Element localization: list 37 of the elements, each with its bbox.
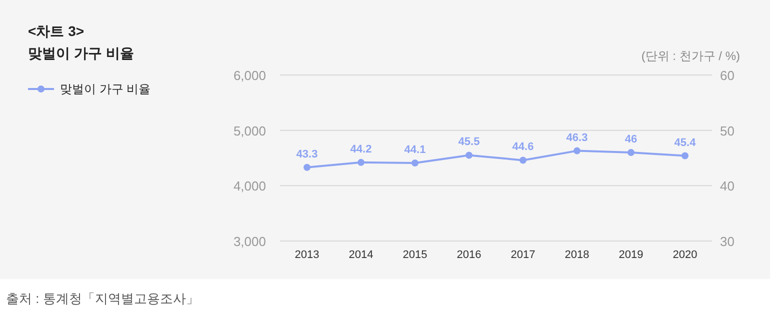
y2-tick-label: 50 xyxy=(720,123,734,138)
point xyxy=(466,152,472,159)
x-tick-label: 2018 xyxy=(564,249,590,261)
source-note: 출처 : 통계청「지역별고용조사」 xyxy=(6,291,199,306)
y2-tick-label: 60 xyxy=(720,68,734,83)
data-label: 45.5 xyxy=(458,136,480,148)
y2-tick-label: 30 xyxy=(720,234,734,249)
y-tick-label: 4,000 xyxy=(233,178,266,194)
text: <차트 3> xyxy=(28,23,84,39)
point xyxy=(304,164,310,171)
x-tick-label: 2014 xyxy=(348,249,374,261)
x-tick-label: 2017 xyxy=(510,249,536,261)
x-tick-label: 2013 xyxy=(294,249,320,261)
x-tick-label: 2016 xyxy=(456,249,482,261)
text: (단위 : 천가구 / %) xyxy=(641,49,740,63)
text: 맞벌이 가구 비율 xyxy=(28,45,134,61)
legend-label: 맞벌이 가구 비율 xyxy=(60,82,151,96)
x-tick-label: 2015 xyxy=(402,249,428,261)
data-label: 44.2 xyxy=(350,143,372,156)
point xyxy=(682,152,688,160)
data-label: 43.3 xyxy=(296,148,318,160)
data-label: 46 xyxy=(624,133,638,146)
x-tick-label: 2020 xyxy=(672,249,698,261)
point xyxy=(628,148,634,156)
data-label: 45.4 xyxy=(674,136,697,149)
point xyxy=(412,159,418,166)
y2-tick-label: 40 xyxy=(720,178,734,194)
y-tick-label: 3,000 xyxy=(233,234,266,249)
data-label: 46.3 xyxy=(566,132,588,144)
x-tick-label: 2019 xyxy=(618,249,644,261)
point xyxy=(358,158,364,166)
y-tick-label: 5,000 xyxy=(233,123,266,138)
point xyxy=(574,147,580,154)
y-tick-label: 6,000 xyxy=(233,68,266,83)
data-label: 44.1 xyxy=(404,144,426,156)
data-label: 44.6 xyxy=(512,141,534,154)
point xyxy=(520,156,526,164)
